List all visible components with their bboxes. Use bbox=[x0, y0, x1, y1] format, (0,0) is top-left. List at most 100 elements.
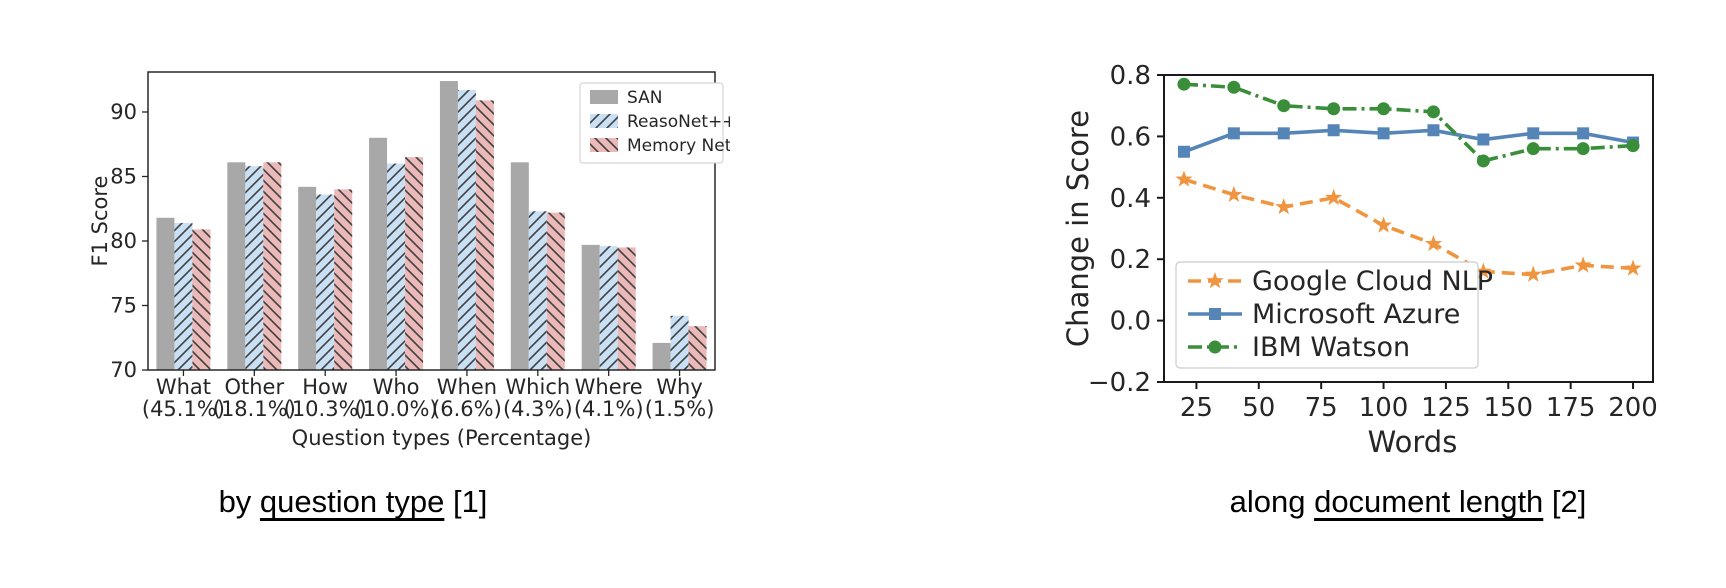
marker-circle bbox=[1526, 142, 1540, 156]
bar-hatch bbox=[316, 194, 335, 370]
y-tick-label: 75 bbox=[110, 293, 137, 317]
line-Microsoft Azure bbox=[1183, 128, 1634, 154]
x-tick-label: Why bbox=[656, 375, 703, 399]
legend-label: IBM Watson bbox=[1252, 332, 1410, 363]
marker-square bbox=[1577, 127, 1590, 140]
bar-SAN bbox=[156, 217, 175, 370]
bar-hatch bbox=[670, 315, 689, 370]
marker-square bbox=[1209, 308, 1221, 320]
bar-SAN bbox=[581, 244, 600, 370]
caption-left-underlined: question type bbox=[259, 484, 445, 519]
bar-hatch bbox=[528, 211, 547, 370]
bar-hatch bbox=[174, 222, 193, 370]
legend: SAN ReasoNet++ Memory Net bbox=[579, 82, 730, 164]
marker-square bbox=[1427, 124, 1440, 137]
legend-label: Memory Net bbox=[627, 136, 730, 156]
bar-SAN bbox=[227, 162, 246, 370]
y-tick-label: 0.0 bbox=[1110, 307, 1151, 337]
caption-left-suffix: [1] bbox=[444, 484, 488, 519]
bar-hatch bbox=[245, 166, 264, 370]
bar-hatch bbox=[457, 90, 476, 370]
legend-label: Microsoft Azure bbox=[1252, 299, 1460, 330]
x-tick-pct-label: (10.0%) bbox=[355, 397, 438, 421]
marker-circle bbox=[1227, 80, 1241, 94]
bar-hatch bbox=[263, 162, 282, 370]
bar-hatch bbox=[617, 247, 636, 370]
marker-star bbox=[1275, 198, 1293, 215]
marker-circle bbox=[1327, 102, 1341, 116]
y-tick-label: 0.6 bbox=[1110, 122, 1151, 152]
marker-star bbox=[1325, 188, 1343, 206]
x-tick-pct-label: (6.6%) bbox=[432, 397, 502, 421]
x-tick-label: 150 bbox=[1483, 393, 1533, 423]
marker-star bbox=[1175, 170, 1193, 187]
marker-square bbox=[1177, 145, 1190, 158]
x-tick-label: 175 bbox=[1546, 393, 1596, 423]
bar-hatch bbox=[192, 229, 211, 370]
x-tick-label: How bbox=[302, 375, 348, 399]
bar-hatch bbox=[475, 100, 494, 370]
caption-right-underlined: document length bbox=[1314, 484, 1544, 519]
caption-right-prefix: along bbox=[1229, 484, 1315, 519]
x-tick-label: 200 bbox=[1608, 393, 1658, 423]
y-tick-label: 80 bbox=[110, 229, 137, 253]
y-tick-label: 85 bbox=[110, 164, 137, 188]
marker-square bbox=[1477, 133, 1490, 146]
x-tick-pct-label: (18.1%) bbox=[213, 397, 296, 421]
marker-star bbox=[1374, 216, 1393, 233]
bar-SAN bbox=[652, 342, 671, 370]
legend-label: ReasoNet++ bbox=[627, 112, 730, 132]
y-tick-label: 0.2 bbox=[1110, 245, 1151, 275]
caption-right-suffix: [2] bbox=[1543, 484, 1587, 519]
bar-hatch bbox=[405, 157, 424, 370]
marker-star bbox=[1624, 259, 1642, 276]
x-tick-pct-label: (1.5%) bbox=[645, 397, 715, 421]
marker-square bbox=[1377, 127, 1390, 140]
x-tick-label: Other bbox=[224, 375, 284, 399]
x-tick-label: 50 bbox=[1242, 393, 1275, 423]
bar-SAN bbox=[439, 81, 458, 370]
marker-circle bbox=[1277, 99, 1291, 113]
y-tick-label: 0.8 bbox=[1110, 61, 1151, 91]
y-tick-label: −0.2 bbox=[1088, 368, 1151, 398]
marker-star bbox=[1574, 256, 1592, 273]
x-tick-label: 25 bbox=[1180, 393, 1213, 423]
marker-star bbox=[1424, 234, 1443, 252]
line-Google Cloud NLP bbox=[1183, 177, 1634, 277]
marker-star bbox=[1524, 265, 1542, 282]
x-tick-pct-label: (10.3%) bbox=[284, 397, 367, 421]
x-tick-label: Which bbox=[505, 375, 570, 399]
x-axis-label: Words bbox=[1368, 425, 1458, 459]
marker-circle bbox=[1626, 139, 1640, 153]
bar-hatch bbox=[546, 212, 565, 370]
question-type-bar-chart: What(45.1%)Other(18.1%)How(10.3%)Who(10.… bbox=[90, 71, 730, 450]
x-tick-pct-label: (4.1%) bbox=[574, 397, 644, 421]
marker-square bbox=[1527, 127, 1540, 140]
legend-label: Google Cloud NLP bbox=[1252, 266, 1493, 297]
line-IBM Watson bbox=[1183, 82, 1634, 163]
x-tick-label: Where bbox=[575, 375, 643, 399]
x-axis-label: Question types (Percentage) bbox=[292, 426, 592, 450]
caption-right: along document length [2] bbox=[1148, 484, 1668, 520]
bar-hatch bbox=[599, 246, 618, 370]
marker-square bbox=[1327, 124, 1340, 137]
marker-circle bbox=[1208, 340, 1222, 354]
x-tick-label: What bbox=[156, 375, 211, 399]
marker-circle bbox=[1177, 77, 1191, 91]
bar-SAN bbox=[298, 186, 317, 370]
marker-circle bbox=[1576, 142, 1590, 156]
x-tick-label: Who bbox=[373, 375, 420, 399]
document-length-line-chart: 25 50 75 100 125 150 175 200 −0.2 0.0 0.2 0.4 0.6 0.8… bbox=[1061, 61, 1658, 459]
x-tick-label: When bbox=[437, 375, 497, 399]
y-tick-label: 70 bbox=[110, 358, 137, 382]
caption-left-prefix: by bbox=[218, 484, 260, 519]
legend-label: SAN bbox=[627, 88, 662, 108]
marker-circle bbox=[1377, 102, 1391, 116]
bar-SAN bbox=[369, 137, 388, 370]
marker-star bbox=[1225, 185, 1243, 203]
x-tick-label: 125 bbox=[1421, 393, 1471, 423]
marker-circle bbox=[1476, 154, 1490, 168]
marker-circle bbox=[1426, 105, 1440, 119]
bar-hatch bbox=[688, 326, 707, 370]
